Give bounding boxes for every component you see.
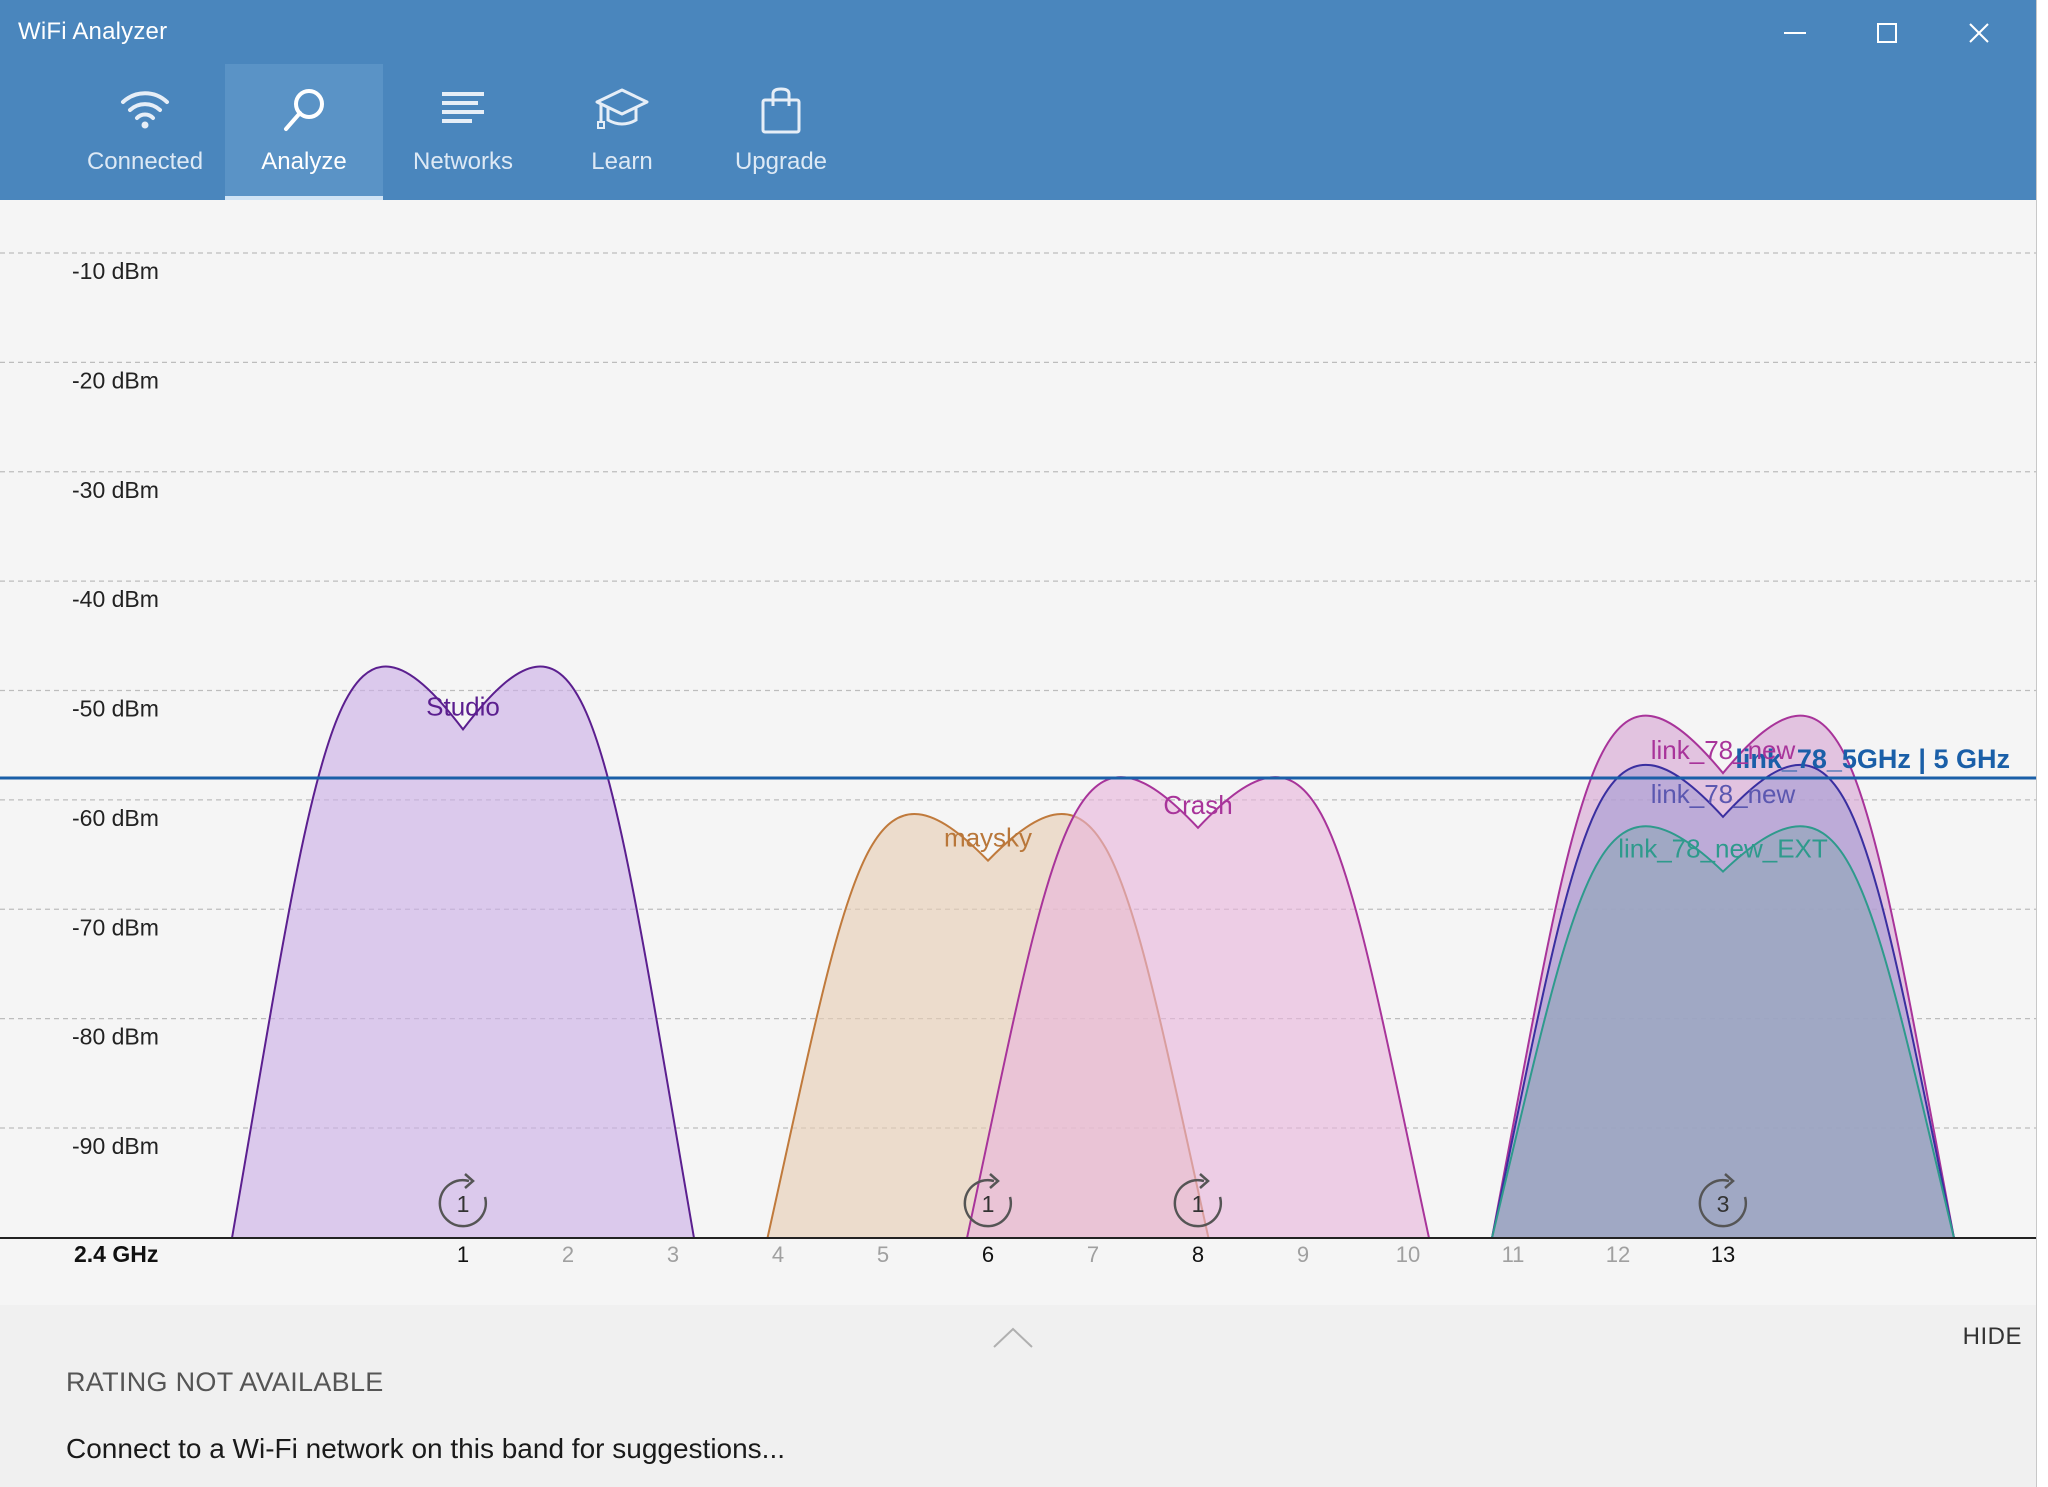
hide-button[interactable]: HIDE: [1962, 1323, 2022, 1350]
tab-learn[interactable]: Learn: [543, 64, 701, 200]
minimize-icon: [1784, 32, 1806, 34]
channel-tick-label: 5: [877, 1242, 889, 1267]
y-tick-label: -40 dBm: [72, 586, 159, 612]
network-label: link_78_new: [1651, 779, 1796, 809]
arrow-icon: [1724, 1173, 1735, 1189]
channel-tick-label: 1: [457, 1242, 469, 1267]
channel-tick-label: 11: [1502, 1242, 1525, 1267]
wifi-icon: [119, 86, 171, 137]
channel-tick-label: 3: [667, 1242, 679, 1267]
close-button[interactable]: [1944, 8, 2014, 58]
expand-panel-button[interactable]: [990, 1323, 1036, 1353]
channel-count-badge[interactable]: 1: [1173, 1173, 1223, 1228]
tab-label: Connected: [86, 148, 204, 175]
channel-count-badge[interactable]: 1: [438, 1173, 488, 1228]
channel-tick-label: 6: [982, 1242, 994, 1267]
refresh-icon: [1698, 1178, 1748, 1228]
network-label: Crash: [1163, 790, 1232, 820]
window-edge: [2036, 0, 2048, 1487]
channel-graph: -10 dBm -20 dBm -30 dBm -40 dBm -50 dBm -60 d…: [0, 200, 2036, 1305]
graduation-cap-icon: [595, 86, 649, 139]
tab-label: Learn: [591, 148, 653, 175]
channel-tick-label: 12: [1606, 1242, 1630, 1267]
network-label: Studio: [426, 691, 500, 721]
maximize-icon: [1877, 23, 1897, 43]
network-label: link_78_new_EXT: [1618, 834, 1828, 864]
network-curve[interactable]: [230, 665, 696, 1239]
network-label: maysky: [944, 823, 1032, 853]
channel-count-badge[interactable]: 1: [963, 1173, 1013, 1228]
rating-panel: HIDE RATING NOT AVAILABLE Connect to a W…: [0, 1305, 2036, 1487]
y-tick-label: -10 dBm: [72, 258, 159, 284]
arrow-icon: [464, 1173, 475, 1189]
close-icon: [1969, 23, 1989, 43]
channel-count-badge[interactable]: 3: [1698, 1173, 1748, 1228]
tab-label: Analyze: [261, 148, 347, 175]
y-tick-label: -70 dBm: [72, 914, 159, 940]
tab-analyze[interactable]: Analyze: [225, 64, 383, 200]
channel-count-text: 1: [1192, 1191, 1205, 1217]
arrow-icon: [1199, 1173, 1210, 1189]
list-icon: [438, 86, 488, 137]
y-tick-label: -60 dBm: [72, 805, 159, 831]
channel-tick-label: 9: [1297, 1242, 1309, 1267]
channel-graph-svg: -10 dBm -20 dBm -30 dBm -40 dBm -50 dBm -60 d…: [0, 252, 2036, 1267]
minimize-button[interactable]: [1760, 8, 1830, 58]
tab-networks[interactable]: Networks: [384, 64, 542, 200]
y-tick-label: -50 dBm: [72, 696, 159, 722]
network-curve[interactable]: [965, 776, 1431, 1239]
channel-tick-label: 4: [772, 1242, 784, 1267]
band-label: 2.4 GHz: [74, 1241, 158, 1267]
refresh-icon: [438, 1178, 488, 1228]
shopping-bag-icon: [758, 86, 804, 141]
channel-tick-label: 13: [1711, 1242, 1735, 1267]
arrow-icon: [989, 1173, 1000, 1189]
channel-tick-label: 2: [562, 1242, 574, 1267]
window-title: WiFi Analyzer: [18, 18, 168, 45]
channel-count-text: 1: [982, 1191, 995, 1217]
tab-label: Networks: [412, 148, 514, 175]
magnifier-icon: [279, 86, 329, 141]
channel-count-text: 1: [457, 1191, 470, 1217]
network-label: link_78_new: [1651, 735, 1796, 765]
channel-count-text: 3: [1717, 1191, 1730, 1217]
network-curve[interactable]: [1490, 825, 1956, 1239]
channel-tick-label: 8: [1192, 1242, 1204, 1267]
y-tick-label: -90 dBm: [72, 1133, 159, 1159]
title-bar-and-nav: WiFi Analyzer: [0, 0, 2036, 200]
tab-upgrade[interactable]: Upgrade: [702, 64, 860, 200]
channel-tick-label: 7: [1087, 1242, 1099, 1267]
refresh-icon: [963, 1178, 1013, 1228]
tab-label: Upgrade: [734, 148, 828, 175]
maximize-button[interactable]: [1852, 8, 1922, 58]
y-tick-label: -20 dBm: [72, 367, 159, 393]
suggestion-text: Connect to a Wi-Fi network on this band …: [66, 1433, 786, 1464]
rating-status: RATING NOT AVAILABLE: [66, 1367, 384, 1397]
channel-tick-label: 10: [1396, 1242, 1420, 1267]
y-tick-label: -30 dBm: [72, 477, 159, 503]
y-tick-label: -80 dBm: [72, 1024, 159, 1050]
tab-connected[interactable]: Connected: [66, 64, 224, 200]
connected-network-label: link_78_5GHz | 5 GHz: [1735, 744, 2010, 774]
refresh-icon: [1173, 1178, 1223, 1228]
chevron-up-icon: [993, 1327, 1033, 1348]
